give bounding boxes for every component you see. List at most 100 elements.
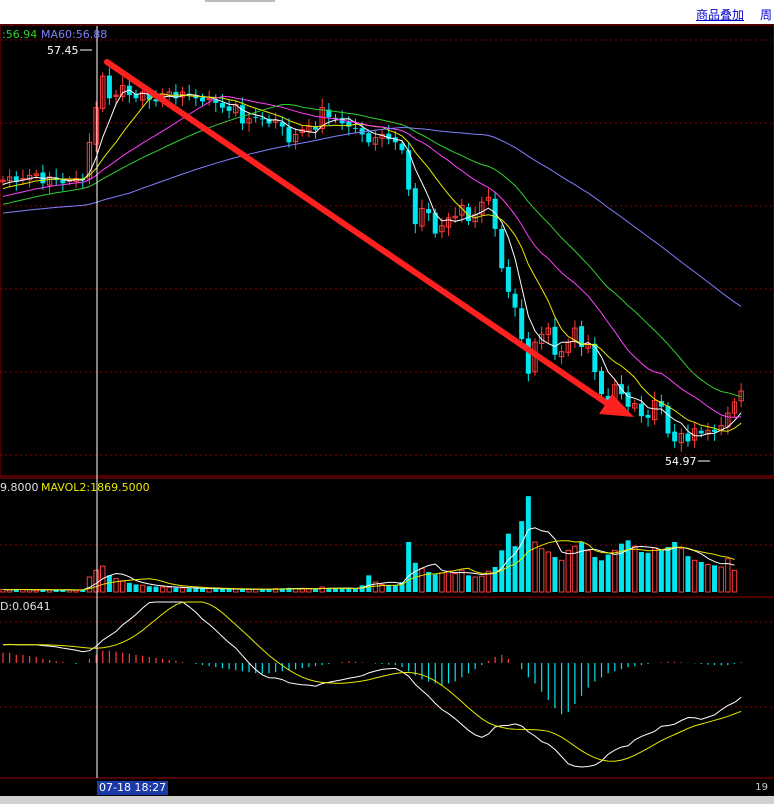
status-strip <box>0 796 774 804</box>
volume-bar <box>266 589 272 592</box>
volume-bar <box>485 570 492 593</box>
candle-body <box>279 122 285 127</box>
volume-bar <box>113 578 119 593</box>
candle-body <box>306 126 312 132</box>
candle-body <box>512 293 518 308</box>
volume-bar <box>538 548 545 593</box>
volume-bar <box>126 582 132 592</box>
volume-bar <box>213 588 219 592</box>
volume-bar <box>366 575 372 592</box>
price-panel-frame <box>0 24 774 477</box>
macd-lines <box>2 601 742 768</box>
volume-bar <box>612 549 618 593</box>
candle-body <box>272 119 279 123</box>
toolbar-tab-edge <box>205 0 275 2</box>
dif-line <box>2 601 742 768</box>
candle-body <box>346 121 352 127</box>
volume-bar <box>200 588 205 592</box>
candle-body <box>93 107 99 145</box>
candle-body <box>519 308 525 340</box>
candle-body <box>525 338 531 374</box>
candle-body <box>219 102 225 108</box>
volume-bar <box>592 557 598 592</box>
volume-bar <box>106 575 112 592</box>
volume-bars <box>0 496 738 593</box>
volume-bar <box>26 589 33 593</box>
moving-average-lines <box>2 89 742 437</box>
volume-bar <box>565 549 571 593</box>
candle-body <box>352 127 358 129</box>
candle-body <box>731 401 738 414</box>
volume-bar <box>86 576 93 593</box>
candle-body <box>572 327 578 343</box>
volume-bar <box>698 562 704 592</box>
volume-bar <box>40 589 46 592</box>
volume-bar <box>226 589 232 592</box>
volume-bar <box>618 543 624 592</box>
candle-body <box>412 188 418 225</box>
candle-body <box>605 396 611 403</box>
candle-body <box>406 150 412 190</box>
candle-body <box>432 212 438 234</box>
volume-bar <box>419 568 425 593</box>
candle-body <box>672 431 678 442</box>
candle-body <box>239 105 245 124</box>
candle-body <box>632 403 638 409</box>
candle-body <box>625 392 631 407</box>
volume-bar <box>166 586 172 593</box>
volume-bar <box>253 588 259 593</box>
volume-bar <box>306 588 312 593</box>
candle-body <box>558 351 565 358</box>
volume-bar <box>6 589 13 593</box>
volume-bar <box>60 589 66 592</box>
volume-bar <box>572 545 578 593</box>
candle-body <box>419 207 425 227</box>
volume-bar <box>545 551 551 593</box>
candle-body <box>26 174 33 181</box>
trend-arrow <box>104 59 634 417</box>
candle-body <box>6 176 13 182</box>
volume-bar <box>379 584 385 593</box>
candle-body <box>366 133 372 143</box>
overlay-commodity-link[interactable]: 商品叠加 <box>695 8 744 22</box>
candle-body <box>40 172 46 184</box>
candle-body <box>712 429 718 432</box>
volume-bar <box>386 584 392 592</box>
volume-bar <box>452 573 458 593</box>
volume-bar <box>179 587 186 593</box>
candle-body <box>685 433 691 442</box>
volume-bar <box>605 554 611 592</box>
volume-bar <box>499 550 505 592</box>
candle-body <box>106 75 112 99</box>
volume-bar <box>652 547 658 593</box>
volume-bar <box>658 550 664 592</box>
volume-bar <box>206 588 212 593</box>
volume-bar <box>259 589 265 592</box>
candle-body <box>179 91 186 98</box>
candle-body <box>645 414 651 418</box>
candle-body <box>652 399 658 421</box>
volume-bar <box>239 589 245 592</box>
volume-bar <box>93 569 99 593</box>
volume-bar <box>186 588 192 592</box>
volume-bar <box>466 575 471 592</box>
candle-body <box>386 133 392 140</box>
volume-bar <box>193 588 199 592</box>
candle-body <box>206 97 212 100</box>
volume-bar <box>638 552 644 592</box>
volume-bar <box>319 586 325 593</box>
volume-bar <box>80 589 86 592</box>
candle-body <box>286 127 292 143</box>
candle-body <box>479 201 485 215</box>
dea-line <box>2 601 742 762</box>
candle-body <box>146 92 152 100</box>
candle-body <box>658 401 664 407</box>
volume-bar <box>73 589 79 593</box>
candle-body <box>0 179 6 183</box>
period-link[interactable]: 周 <box>760 8 773 22</box>
candle-body <box>452 215 458 219</box>
volume-bar <box>459 569 465 593</box>
volume-bar <box>532 541 538 593</box>
candle-body <box>585 343 591 349</box>
